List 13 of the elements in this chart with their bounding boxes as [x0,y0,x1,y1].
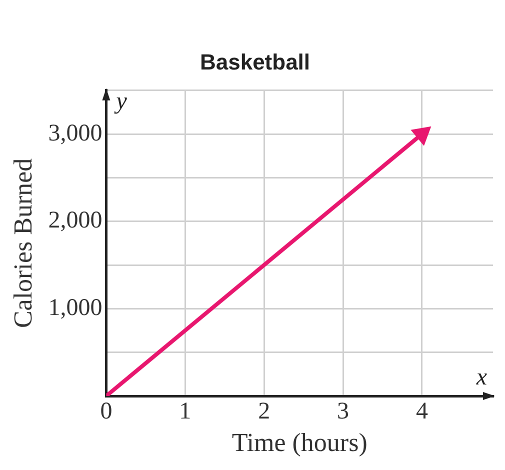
annotation: y [114,88,128,115]
x-tick-label: 2 [258,398,270,425]
y-axis-title: Calories Burned [8,158,38,328]
chart-title: Basketball [200,49,310,74]
annotation: x [475,364,488,390]
y-tick-label: 1,000 [48,294,102,321]
x-tick-label: 3 [337,398,350,425]
x-tick-label: 0 [100,398,112,425]
x-tick-label: 1 [179,398,192,425]
y-tick-label: 2,000 [48,208,102,234]
x-tick-label: 4 [416,398,428,425]
y-tick-label: 3,000 [48,120,102,146]
x-axis-title: Time (hours) [232,428,368,458]
